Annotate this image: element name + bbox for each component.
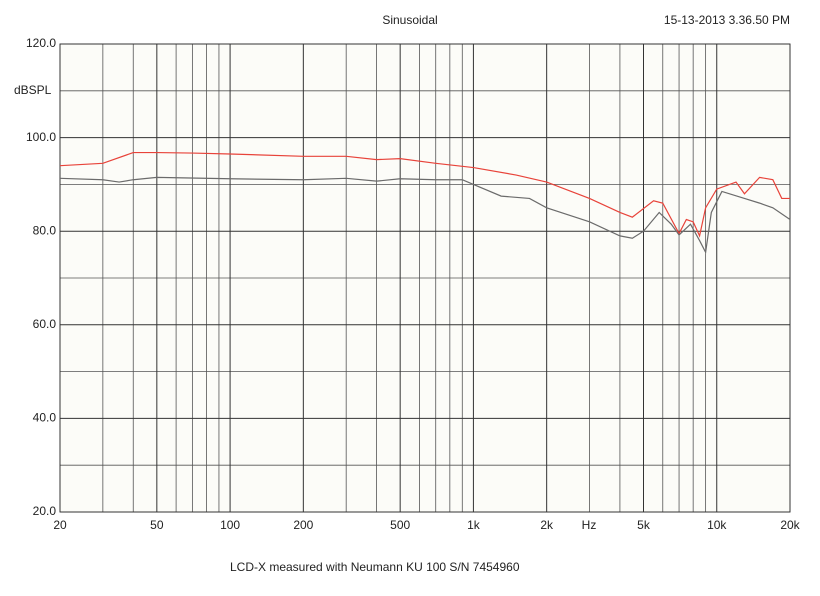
y-tick-label: 80.0 bbox=[33, 223, 57, 237]
x-tick-label: 10k bbox=[707, 518, 727, 532]
x-tick-label: 5k bbox=[637, 518, 651, 532]
x-tick-label: 2k bbox=[540, 518, 554, 532]
series-line bbox=[59, 176, 791, 255]
series-line bbox=[59, 151, 790, 238]
x-axis-label: Hz bbox=[582, 518, 597, 532]
x-tick-label: 500 bbox=[390, 518, 410, 532]
x-tick-label: 20 bbox=[53, 518, 67, 532]
y-axis-label: dBSPL bbox=[14, 83, 52, 97]
timestamp: 15-13-2013 3.36.50 PM bbox=[664, 13, 790, 27]
x-tick-label: 1k bbox=[467, 518, 481, 532]
chart-title: Sinusoidal bbox=[382, 13, 437, 27]
y-tick-label: 60.0 bbox=[33, 317, 57, 331]
x-tick-label: 100 bbox=[220, 518, 240, 532]
caption: LCD-X measured with Neumann KU 100 S/N 7… bbox=[230, 560, 520, 574]
x-tick-label: 50 bbox=[150, 518, 164, 532]
y-tick-label: 20.0 bbox=[33, 504, 57, 518]
y-tick-label: 100.0 bbox=[26, 130, 56, 144]
y-tick-label: 120.0 bbox=[26, 36, 56, 50]
x-tick-label: 200 bbox=[293, 518, 313, 532]
y-tick-label: 40.0 bbox=[33, 411, 57, 425]
x-tick-label: 20k bbox=[780, 518, 800, 532]
